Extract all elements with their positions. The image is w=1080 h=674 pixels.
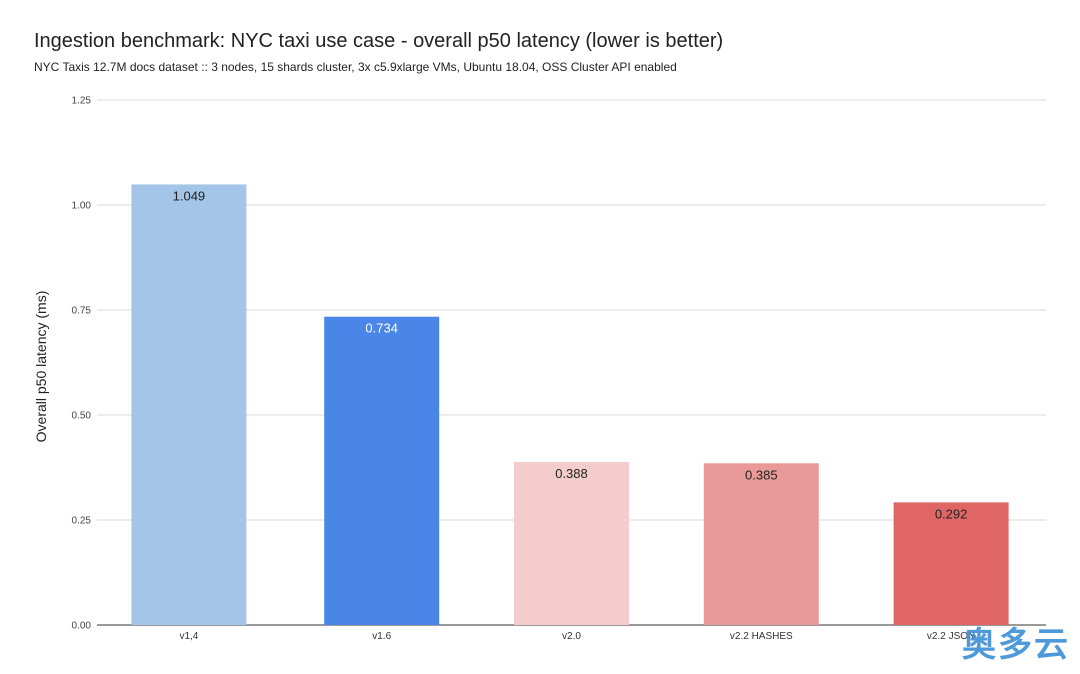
- bar: [893, 502, 1009, 625]
- x-tick-label: v1.6: [372, 631, 391, 642]
- x-tick-label: v2.2 HASHES: [730, 631, 793, 642]
- data-label: 0.292: [935, 506, 968, 521]
- data-label: 0.388: [555, 466, 588, 481]
- chart-title: Ingestion benchmark: NYC taxi use case -…: [34, 30, 724, 52]
- watermark-logo: 奥多云: [962, 625, 1070, 665]
- y-tick-label: 1.25: [72, 96, 92, 107]
- bar: [324, 316, 440, 625]
- bar: [703, 463, 819, 625]
- x-tick-label: v2.2 JSON: [927, 631, 975, 642]
- y-axis-label: Overall p50 latency (ms): [33, 291, 49, 443]
- chart-subtitle: NYC Taxis 12.7M docs dataset :: 3 nodes,…: [34, 60, 677, 74]
- bar: [131, 184, 247, 626]
- data-label: 1.049: [173, 188, 206, 203]
- x-tick-label: v1,4: [179, 631, 198, 642]
- x-tick-label: v2.0: [562, 631, 581, 642]
- y-tick-label: 0.00: [72, 621, 92, 632]
- y-tick-label: 1.00: [72, 201, 92, 212]
- data-label: 0.385: [745, 467, 778, 482]
- data-label: 0.734: [365, 321, 398, 336]
- bar: [514, 462, 629, 625]
- y-tick-label: 0.75: [72, 306, 92, 317]
- y-tick-label: 0.25: [72, 516, 92, 527]
- y-tick-label: 0.50: [72, 411, 92, 422]
